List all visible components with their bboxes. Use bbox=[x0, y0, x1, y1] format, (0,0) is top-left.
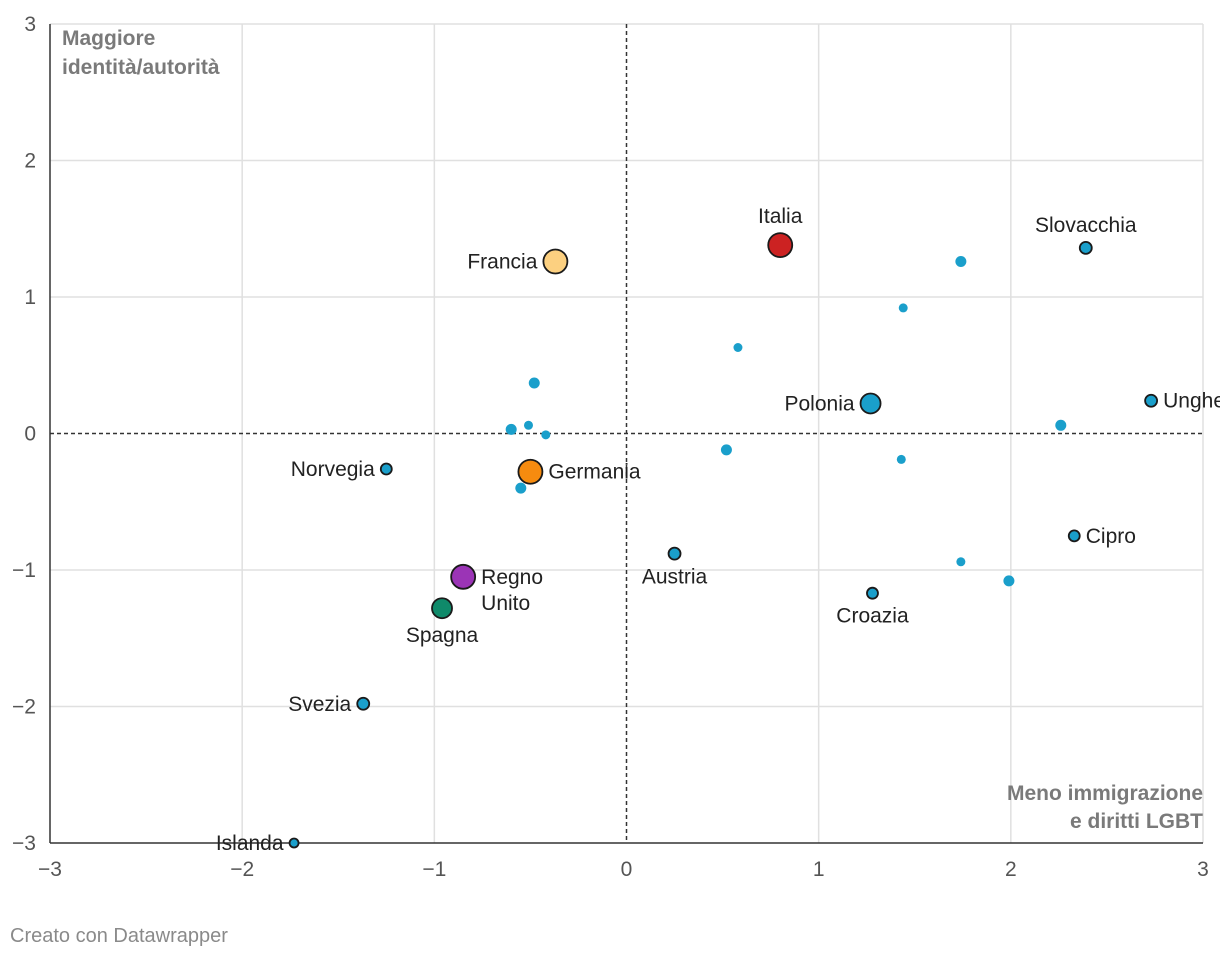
label-austria: Austria bbox=[642, 566, 708, 589]
data-points bbox=[288, 232, 1159, 849]
tick-labels: −3 −2 −1 0 1 2 3 3 2 1 0 −1 −2 −3 bbox=[12, 13, 1209, 881]
x-tick-label: 0 bbox=[621, 858, 633, 881]
corner-label-top-left-line2: identità/autorità bbox=[62, 56, 220, 79]
label-svezia: Svezia bbox=[288, 693, 351, 716]
x-tick-label: −1 bbox=[422, 858, 446, 881]
label-germania: Germania bbox=[548, 461, 641, 484]
label-islanda: Islanda bbox=[216, 832, 284, 855]
point-unlabeled bbox=[720, 444, 732, 456]
y-tick-label: −3 bbox=[12, 832, 36, 855]
x-tick-label: 2 bbox=[1005, 858, 1017, 881]
point-croazia bbox=[866, 586, 879, 600]
point-unlabeled bbox=[523, 420, 533, 430]
label-francia: Francia bbox=[467, 251, 537, 274]
point-unlabeled bbox=[505, 423, 517, 435]
label-regno-unito: Unito bbox=[481, 592, 530, 615]
point-regno-unito bbox=[450, 563, 477, 590]
label-slovacchia: Slovacchia bbox=[1035, 214, 1137, 237]
corner-label-top-left-line1: Maggiore bbox=[62, 27, 155, 50]
corner-label-bottom-right-line1: Meno immigrazione bbox=[1007, 782, 1203, 805]
y-tick-label: −2 bbox=[12, 696, 36, 719]
point-spagna bbox=[431, 597, 453, 620]
point-unlabeled bbox=[541, 430, 551, 440]
point-unlabeled bbox=[733, 343, 743, 353]
x-tick-label: 1 bbox=[813, 858, 825, 881]
label-croazia: Croazia bbox=[836, 605, 909, 628]
point-austria bbox=[667, 546, 682, 561]
label-italia: Italia bbox=[758, 205, 803, 228]
y-tick-label: 1 bbox=[24, 286, 36, 309]
point-islanda bbox=[288, 837, 300, 849]
point-cipro bbox=[1067, 529, 1081, 543]
y-tick-label: 2 bbox=[24, 150, 36, 173]
label-polonia: Polonia bbox=[784, 392, 854, 415]
point-unlabeled bbox=[528, 377, 540, 389]
point-unlabeled bbox=[956, 557, 966, 567]
point-svezia bbox=[356, 696, 371, 711]
point-unlabeled bbox=[1003, 575, 1015, 587]
label-spagna: Spagna bbox=[406, 624, 479, 647]
y-tick-label: −1 bbox=[12, 559, 36, 582]
corner-label-bottom-right-line2: e diritti LGBT bbox=[1070, 810, 1203, 833]
x-tick-label: −3 bbox=[38, 858, 62, 881]
point-slovacchia bbox=[1078, 240, 1093, 255]
axes bbox=[49, 24, 1203, 844]
point-germania bbox=[517, 458, 544, 485]
point-unlabeled bbox=[1055, 419, 1067, 431]
credit-text: Creato con Datawrapper bbox=[10, 925, 228, 947]
point-unlabeled bbox=[898, 303, 908, 313]
point-ungheria bbox=[1144, 393, 1159, 408]
point-norvegia bbox=[379, 462, 393, 476]
point-francia bbox=[542, 248, 569, 275]
label-cipro: Cipro bbox=[1086, 525, 1136, 548]
y-tick-label: 3 bbox=[24, 13, 36, 36]
point-italia bbox=[767, 232, 794, 259]
point-unlabeled bbox=[896, 454, 906, 464]
label-regno-unito: Regno bbox=[481, 566, 543, 589]
x-tick-label: 3 bbox=[1197, 858, 1209, 881]
point-unlabeled bbox=[955, 256, 967, 268]
point-polonia bbox=[859, 392, 882, 415]
point-unlabeled bbox=[515, 482, 527, 494]
label-norvegia: Norvegia bbox=[291, 458, 375, 481]
y-tick-label: 0 bbox=[24, 423, 36, 446]
label-ungheria: Ungheria bbox=[1163, 390, 1220, 413]
x-tick-label: −2 bbox=[230, 858, 254, 881]
